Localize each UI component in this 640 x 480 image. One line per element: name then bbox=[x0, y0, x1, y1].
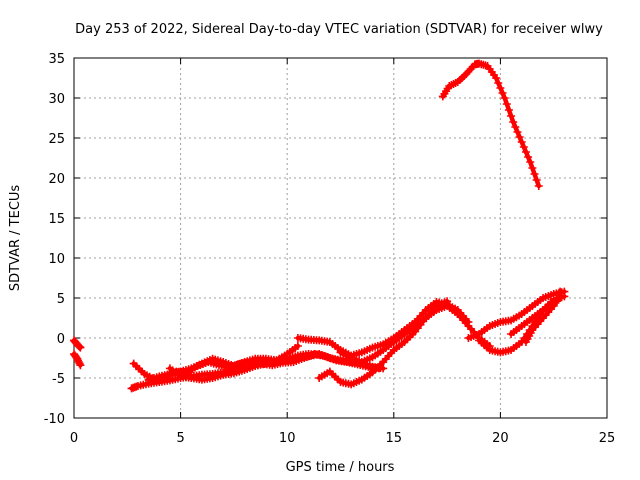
data-point bbox=[551, 298, 560, 307]
series-track bbox=[521, 287, 565, 346]
x-tick-label: 20 bbox=[492, 431, 509, 446]
data-point bbox=[504, 106, 513, 114]
data-point bbox=[76, 361, 85, 370]
data-point bbox=[502, 100, 511, 108]
data-point bbox=[500, 94, 509, 102]
data-point bbox=[549, 302, 558, 310]
data-point bbox=[521, 148, 530, 156]
series-track bbox=[70, 336, 85, 352]
y-axis-label: SDTVAR / TECUs bbox=[8, 185, 23, 292]
data-point bbox=[552, 294, 561, 303]
data-point bbox=[511, 123, 520, 131]
data-point bbox=[526, 158, 535, 166]
series-track bbox=[438, 59, 543, 190]
y-tick-label: 10 bbox=[48, 252, 65, 267]
data-point bbox=[519, 143, 528, 151]
y-tick-label: -5 bbox=[52, 372, 65, 387]
data-point bbox=[293, 342, 302, 350]
data-point bbox=[509, 118, 518, 126]
plot-area-border bbox=[73, 57, 608, 419]
data-point bbox=[532, 176, 541, 184]
x-axis-label: GPS time / hours bbox=[286, 460, 395, 475]
y-tick-label: 35 bbox=[48, 52, 65, 67]
data-point bbox=[492, 74, 501, 82]
y-tick-label: 15 bbox=[48, 212, 65, 227]
data-point bbox=[515, 133, 524, 141]
data-point bbox=[534, 182, 543, 190]
x-tick-label: 10 bbox=[279, 431, 296, 446]
series-track bbox=[70, 350, 85, 370]
y-tick-label: 5 bbox=[57, 292, 65, 307]
data-point bbox=[517, 138, 526, 146]
data-point bbox=[498, 89, 507, 97]
axis-ticks: 0 5 10 15 20 25 -10 -5 0 5 10 15 20 25 30 35 bbox=[44, 52, 616, 446]
chart-title: Day 253 of 2022, Sidereal Day-to-day VTE… bbox=[75, 22, 603, 37]
data-point bbox=[528, 164, 537, 172]
x-tick-label: 5 bbox=[176, 431, 184, 446]
data-point bbox=[494, 79, 503, 87]
data-point bbox=[496, 84, 505, 92]
data-point bbox=[507, 112, 516, 120]
data-point bbox=[76, 343, 85, 352]
data-point bbox=[554, 291, 563, 300]
y-tick-label: 0 bbox=[57, 332, 65, 347]
data-point bbox=[556, 287, 565, 296]
y-tick-label: 25 bbox=[48, 132, 65, 147]
y-tick-label: -10 bbox=[44, 412, 65, 427]
x-tick-label: 15 bbox=[386, 431, 403, 446]
series-track bbox=[336, 302, 494, 366]
y-tick-label: 20 bbox=[48, 172, 65, 187]
data-point bbox=[513, 128, 522, 136]
data-point bbox=[530, 170, 539, 178]
x-tick-label: 25 bbox=[599, 431, 616, 446]
x-tick-label: 0 bbox=[70, 431, 78, 446]
data-series bbox=[70, 59, 569, 393]
data-point bbox=[524, 153, 533, 161]
y-tick-label: 30 bbox=[48, 92, 65, 107]
